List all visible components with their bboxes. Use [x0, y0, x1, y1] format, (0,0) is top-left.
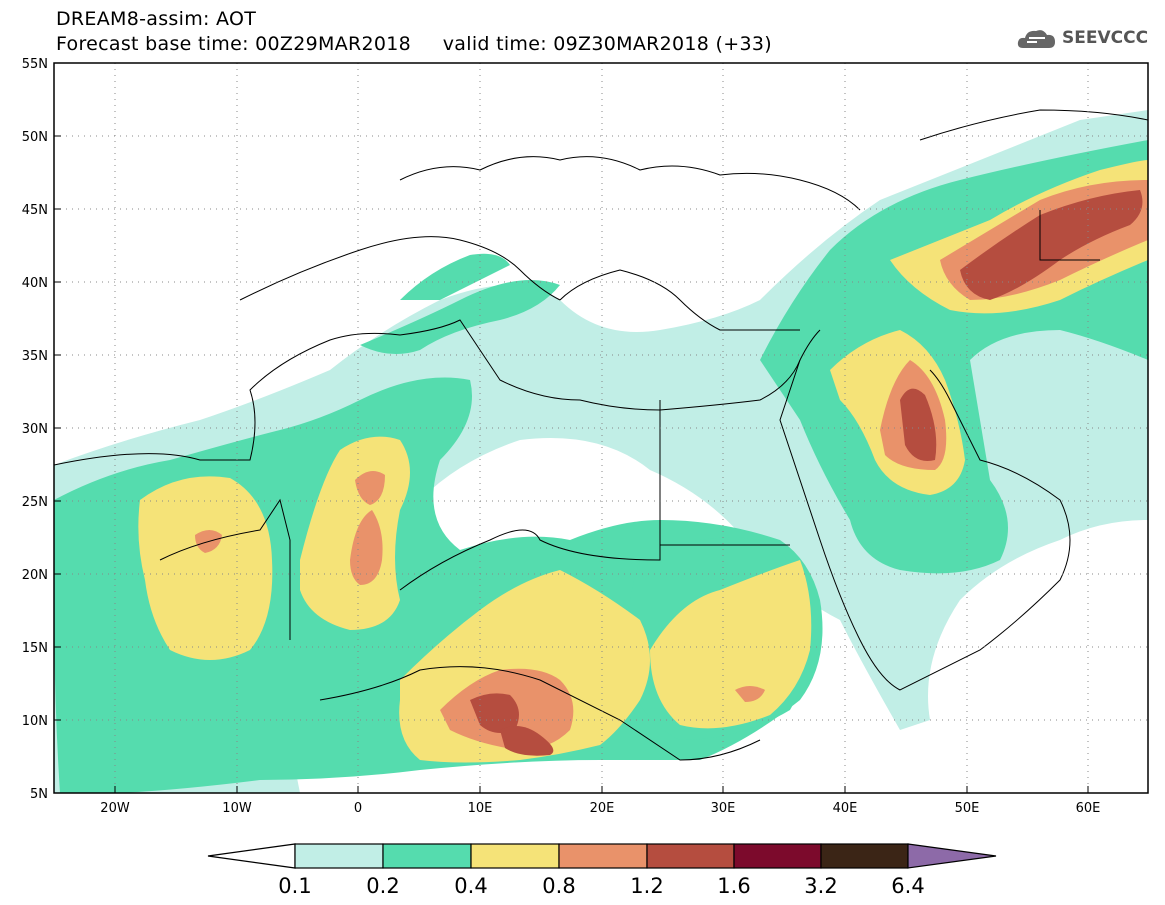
- lat-label: 10N: [22, 714, 48, 729]
- colorbar-swatch: [733, 843, 822, 869]
- forecast-time-line: Forecast base time: 00Z29MAR2018 valid t…: [56, 33, 772, 55]
- longitude-labels: 20W 10W 0 10E 20E 30E 40E 50E 60E: [100, 801, 1100, 816]
- colorbar-label: 3.2: [804, 874, 837, 898]
- colorbar-swatch: [646, 843, 735, 869]
- colorbar-label: 1.6: [717, 874, 750, 898]
- logo-text: SEEVCCC: [1062, 28, 1149, 48]
- lat-label: 55N: [22, 57, 48, 72]
- latitude-labels: 55N 50N 45N 40N 35N 30N 25N 20N 15N 10N …: [22, 57, 48, 802]
- colorbar-swatch: [820, 843, 909, 869]
- lon-label: 40E: [833, 801, 858, 816]
- map-title: DREAM8-assim: AOT: [56, 8, 257, 30]
- colorbar-low-arrow: [207, 843, 296, 869]
- colorbar-swatch: [558, 843, 648, 869]
- lat-label: 5N: [30, 787, 48, 802]
- grid: [54, 63, 1148, 793]
- lon-label: 10W: [222, 801, 252, 816]
- cloud-icon: [1017, 30, 1055, 48]
- lon-label: 10E: [468, 801, 493, 816]
- colorbar-label: 1.2: [630, 874, 663, 898]
- lat-label: 45N: [22, 203, 48, 218]
- colorbar-label: 0.4: [454, 874, 487, 898]
- lat-label: 25N: [22, 495, 48, 510]
- colorbar-swatch: [382, 843, 472, 869]
- colorbar-high-arrow: [907, 843, 997, 869]
- lon-label: 30E: [711, 801, 736, 816]
- colorbar-labels: 0.1 0.2 0.4 0.8 1.2 1.6 3.2 6.4: [278, 874, 924, 898]
- lon-label: 20W: [100, 801, 130, 816]
- colorbar-swatch: [470, 843, 560, 869]
- tick-marks: [54, 135, 1089, 793]
- lon-label: 50E: [955, 801, 980, 816]
- colorbar-swatch: [294, 843, 384, 869]
- lon-label: 0: [354, 801, 362, 816]
- lat-label: 15N: [22, 641, 48, 656]
- lat-label: 40N: [22, 276, 48, 291]
- colorbar-label: 0.8: [542, 874, 575, 898]
- colorbar-label: 0.2: [366, 874, 399, 898]
- lon-label: 60E: [1076, 801, 1101, 816]
- lat-label: 50N: [22, 130, 48, 145]
- colorbar-label: 0.1: [278, 874, 311, 898]
- lat-label: 20N: [22, 568, 48, 583]
- colorbar-label: 6.4: [891, 874, 924, 898]
- lon-label: 20E: [590, 801, 615, 816]
- coastlines: [54, 109, 1148, 761]
- lat-label: 35N: [22, 349, 48, 364]
- lat-label: 30N: [22, 422, 48, 437]
- colorbar: [207, 843, 997, 869]
